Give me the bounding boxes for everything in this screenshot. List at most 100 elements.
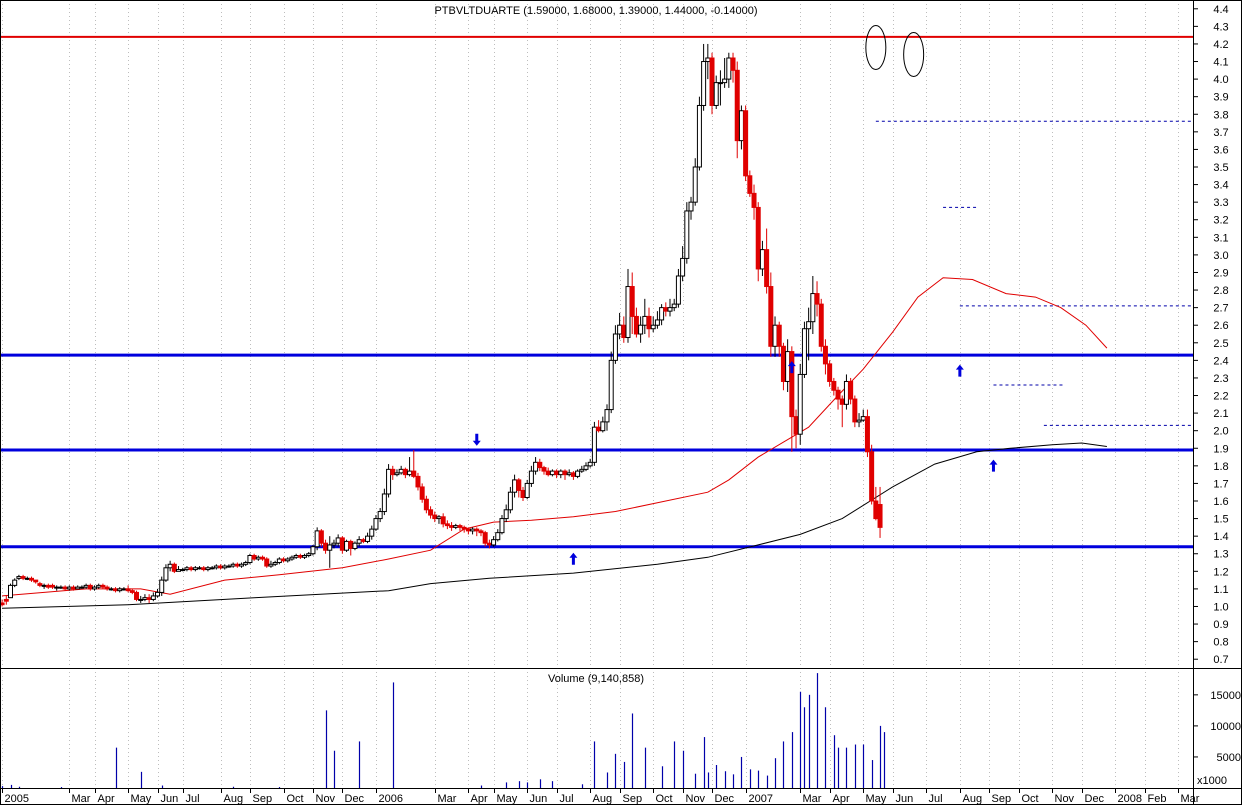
- candle-body: [629, 286, 635, 317]
- y-tick-label: 3.1: [1213, 232, 1228, 244]
- candle-body: [155, 591, 161, 597]
- candle-body: [638, 324, 644, 335]
- candle-body: [461, 526, 467, 530]
- candle-body: [789, 351, 795, 418]
- candle: [251, 553, 257, 561]
- candle: [222, 564, 228, 570]
- candle: [415, 472, 421, 491]
- candle-body: [150, 595, 156, 600]
- candle: [58, 585, 64, 589]
- candle-body: [394, 472, 400, 476]
- x-tick-label: Dec: [345, 793, 365, 805]
- candle: [146, 594, 152, 603]
- candle: [457, 523, 463, 531]
- candle-body: [608, 359, 614, 411]
- candle-body: [104, 586, 110, 590]
- candle-body: [587, 461, 593, 467]
- candle-body: [45, 584, 51, 588]
- candle-body: [314, 530, 320, 548]
- x-tick-label: Mar: [1181, 793, 1200, 805]
- candle-body: [176, 569, 182, 572]
- candle: [533, 457, 539, 475]
- candle: [125, 585, 131, 593]
- candle-body: [159, 579, 165, 593]
- y-tick-label: 1.3: [1213, 549, 1228, 561]
- candle-body: [205, 567, 211, 571]
- y-tick-label: 1.2: [1213, 566, 1228, 578]
- candle: [864, 409, 870, 458]
- candle-body: [600, 421, 606, 432]
- candle-body: [780, 345, 786, 382]
- candle-body: [87, 584, 93, 590]
- y-tick-label: 3.5: [1213, 162, 1228, 174]
- y-tick-label: 0.8: [1213, 637, 1228, 649]
- candle-body: [579, 468, 585, 472]
- candle-body: [566, 472, 572, 476]
- candle-body: [491, 539, 497, 546]
- candle-body: [545, 470, 551, 476]
- candle-body: [701, 61, 707, 106]
- x-tick-label: Feb: [1148, 793, 1167, 805]
- candle-body: [402, 468, 408, 476]
- candle: [814, 281, 820, 317]
- candle: [877, 486, 883, 538]
- candle-body: [772, 324, 778, 347]
- candle-body: [680, 257, 686, 277]
- x-tick-label: Nov: [686, 793, 706, 805]
- candle-body: [860, 416, 866, 421]
- candle-body: [339, 537, 345, 551]
- candle: [705, 43, 711, 80]
- candle-body: [633, 315, 639, 335]
- arrow-up-icon: [955, 364, 964, 377]
- candle: [478, 529, 484, 537]
- candle-body: [209, 567, 215, 570]
- x-tick-label: Nov: [316, 793, 336, 805]
- chart-title: PTBVLTDUARTE (1.59000, 1.68000, 1.39000,…: [434, 5, 757, 17]
- candle-body: [848, 380, 854, 400]
- candle-body: [554, 470, 560, 476]
- candle: [293, 553, 299, 560]
- candle: [663, 302, 669, 317]
- candle-body: [8, 584, 14, 599]
- candle-body: [377, 511, 383, 520]
- candle-body: [650, 324, 656, 330]
- candle-body: [558, 470, 564, 476]
- candle-body: [457, 525, 463, 528]
- candle: [331, 539, 337, 549]
- x-tick-label: Oct: [287, 793, 304, 805]
- candle-body: [3, 598, 9, 602]
- candle: [848, 377, 854, 405]
- y-tick-label: 1.6: [1213, 496, 1228, 508]
- candle-body: [596, 426, 602, 432]
- candle-body: [810, 293, 816, 323]
- y-tick-label: 1.9: [1213, 443, 1228, 455]
- y-tick-label: 2.1: [1213, 408, 1228, 420]
- candle-body: [407, 470, 413, 476]
- x-tick-label: Sep: [253, 793, 273, 805]
- candle: [243, 560, 249, 567]
- y-tick-label: 4.1: [1213, 57, 1228, 69]
- candle-body: [243, 562, 249, 565]
- candle-body: [100, 584, 106, 588]
- candle-body: [37, 583, 43, 586]
- candle-body: [310, 546, 316, 555]
- candle: [108, 587, 114, 591]
- candle-body: [617, 324, 623, 335]
- candle-body: [268, 563, 274, 567]
- volume-bars: [1, 673, 886, 788]
- candle: [121, 587, 127, 591]
- candle: [730, 52, 736, 83]
- candle: [743, 105, 749, 182]
- candle-body: [835, 389, 841, 400]
- y-tick-label: 4.2: [1213, 39, 1228, 51]
- y-tick-label: 2.7: [1213, 303, 1228, 315]
- candle-body: [264, 558, 270, 567]
- candle-body: [297, 554, 303, 558]
- candle: [167, 560, 173, 572]
- candle-body: [16, 576, 22, 579]
- candle-body: [54, 586, 60, 589]
- candle: [659, 304, 665, 326]
- candle-body: [293, 554, 299, 558]
- candle: [129, 588, 135, 595]
- candle: [621, 316, 627, 343]
